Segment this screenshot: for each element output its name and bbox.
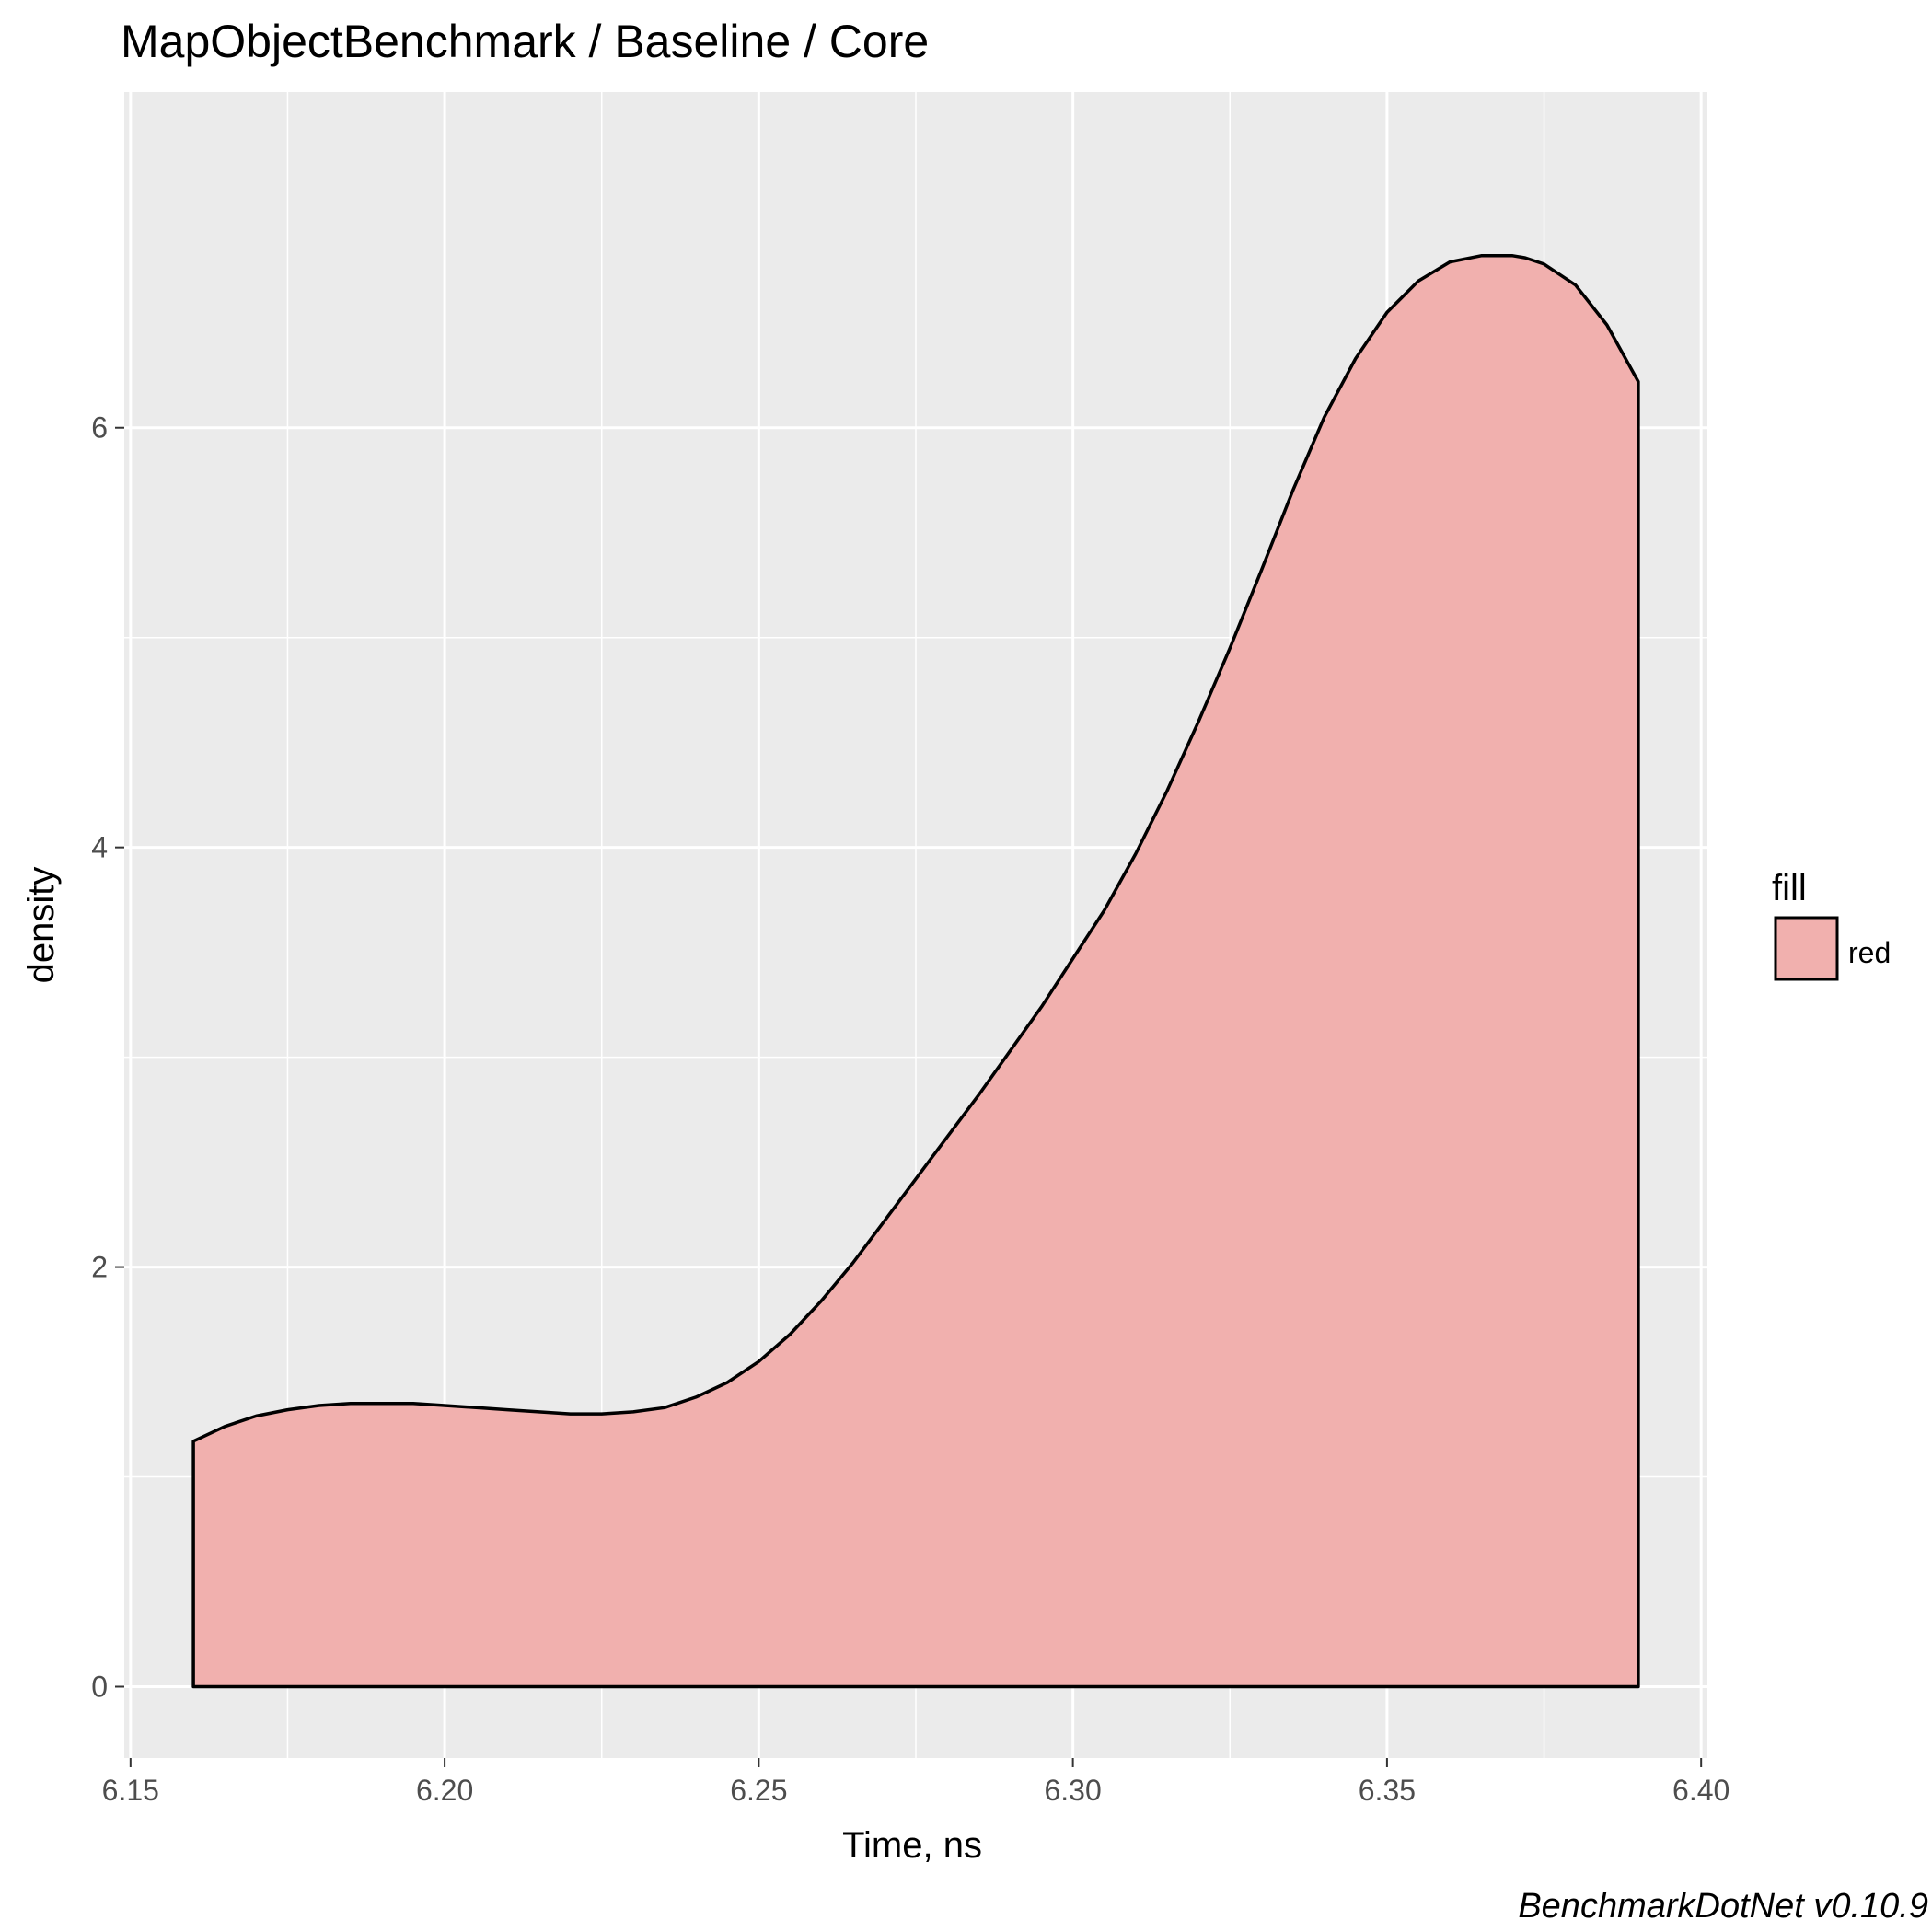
- x-axis-title: Time, ns: [842, 1825, 982, 1866]
- x-tick-label: 6.30: [1044, 1774, 1101, 1807]
- series-layer: [191, 254, 1640, 1689]
- caption: BenchmarkDotNet v0.10.9: [1518, 1887, 1928, 1926]
- density-area-red: [191, 254, 1640, 1689]
- x-tick-label: 6.35: [1359, 1774, 1416, 1807]
- y-axis: 0 2 4 6: [91, 411, 124, 1703]
- x-tick-label: 6.20: [416, 1774, 473, 1807]
- x-tick-label: 6.40: [1672, 1774, 1730, 1807]
- legend-label-red: red: [1848, 936, 1891, 969]
- x-tick-label: 6.15: [102, 1774, 159, 1807]
- legend-key-red: [1774, 916, 1839, 981]
- x-axis: 6.15 6.20 6.25 6.30 6.35 6.40: [102, 1758, 1730, 1807]
- legend-title: fill: [1772, 868, 1807, 908]
- y-tick-label: 4: [91, 831, 108, 864]
- y-tick-label: 0: [91, 1670, 108, 1703]
- y-tick-label: 6: [91, 411, 108, 445]
- chart-title: MapObjectBenchmark / Baseline / Core: [121, 16, 929, 67]
- y-tick-label: 2: [91, 1251, 108, 1284]
- y-axis-title: density: [21, 867, 62, 984]
- x-tick-label: 6.25: [730, 1774, 787, 1807]
